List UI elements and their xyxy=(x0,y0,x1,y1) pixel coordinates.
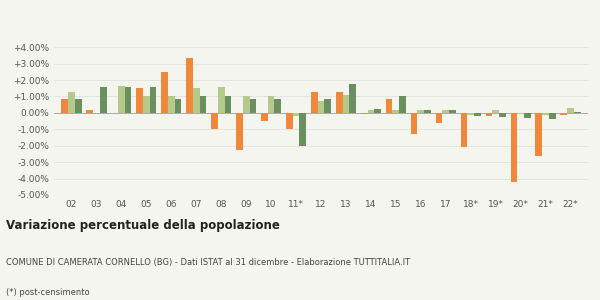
Bar xyxy=(574,112,581,113)
Bar xyxy=(560,113,567,115)
Bar xyxy=(68,92,75,113)
Bar xyxy=(325,99,331,113)
Bar xyxy=(418,110,424,113)
Bar xyxy=(236,113,243,150)
Bar xyxy=(118,86,125,113)
Bar xyxy=(143,97,149,113)
Legend: Camerata Cornello, Provincia di BG, Lombardia: Camerata Cornello, Provincia di BG, Lomb… xyxy=(173,0,469,3)
Bar xyxy=(168,97,175,113)
Bar xyxy=(218,87,224,113)
Bar xyxy=(399,97,406,113)
Bar xyxy=(542,113,549,116)
Bar xyxy=(175,99,181,113)
Bar xyxy=(261,113,268,121)
Bar xyxy=(149,87,157,113)
Text: Variazione percentuale della popolazione: Variazione percentuale della popolazione xyxy=(6,219,280,232)
Bar xyxy=(286,113,293,129)
Bar xyxy=(136,88,143,113)
Bar xyxy=(436,113,442,123)
Bar xyxy=(336,92,343,113)
Bar xyxy=(549,113,556,119)
Bar xyxy=(75,99,82,113)
Bar xyxy=(461,113,467,147)
Bar xyxy=(467,113,474,115)
Bar xyxy=(535,113,542,156)
Bar xyxy=(86,110,93,113)
Text: (*) post-censimento: (*) post-censimento xyxy=(6,288,89,297)
Bar xyxy=(517,113,524,114)
Bar xyxy=(100,87,107,113)
Bar xyxy=(386,99,392,113)
Bar xyxy=(193,88,200,113)
Bar xyxy=(317,101,325,113)
Bar xyxy=(243,97,250,113)
Bar xyxy=(343,95,349,113)
Bar xyxy=(274,99,281,113)
Bar xyxy=(449,110,456,113)
Bar xyxy=(361,113,368,114)
Bar xyxy=(125,87,131,113)
Bar xyxy=(311,92,317,113)
Bar xyxy=(424,110,431,113)
Bar xyxy=(349,84,356,113)
Bar xyxy=(511,113,517,182)
Bar xyxy=(485,113,493,116)
Bar xyxy=(268,97,274,113)
Bar xyxy=(200,97,206,113)
Text: COMUNE DI CAMERATA CORNELLO (BG) - Dati ISTAT al 31 dicembre - Elaborazione TUTT: COMUNE DI CAMERATA CORNELLO (BG) - Dati … xyxy=(6,258,410,267)
Bar xyxy=(368,110,374,113)
Bar xyxy=(392,110,399,113)
Bar xyxy=(474,113,481,116)
Bar xyxy=(374,109,381,113)
Bar xyxy=(61,99,68,113)
Bar xyxy=(567,108,574,113)
Bar xyxy=(293,113,299,116)
Bar xyxy=(411,113,418,134)
Bar xyxy=(224,97,231,113)
Bar xyxy=(524,113,531,118)
Bar xyxy=(250,99,256,113)
Bar xyxy=(161,72,168,113)
Bar xyxy=(186,58,193,113)
Bar xyxy=(442,110,449,113)
Bar xyxy=(499,113,506,117)
Bar xyxy=(299,113,306,146)
Bar xyxy=(211,113,218,129)
Bar xyxy=(493,110,499,113)
